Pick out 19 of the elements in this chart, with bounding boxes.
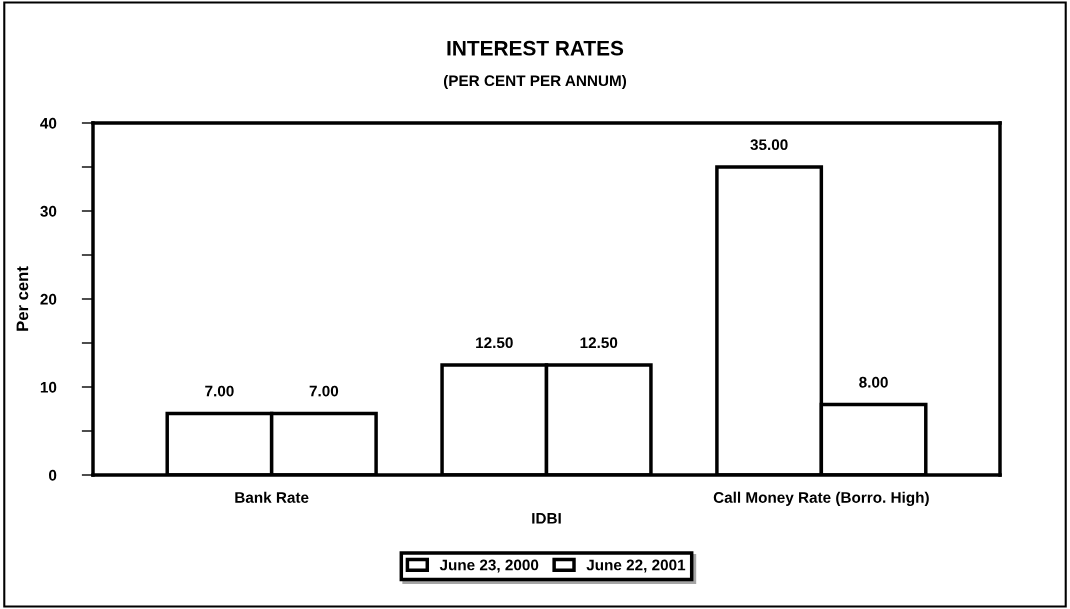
data-label: 7.00 [309, 385, 339, 397]
data-label: 12.50 [580, 337, 618, 349]
x-tick-label: Bank Rate [235, 491, 309, 503]
x-tick-label: IDBI [532, 513, 561, 524]
legend-label: June 23, 2000 [439, 559, 539, 573]
chart-title: INTEREST RATES [447, 40, 624, 56]
y-tick-label: 20 [40, 293, 57, 305]
data-label: 35.00 [750, 139, 788, 151]
x-tick-label: Call Money Rate (Borro. High) [713, 491, 929, 506]
data-label: 12.50 [476, 337, 513, 349]
legend-label: June 22, 2001 [586, 559, 686, 573]
chart-subtitle: (PER CENT PER ANNUM) [443, 74, 627, 90]
y-tick-label: 30 [40, 205, 57, 217]
y-tick-label: 0 [49, 469, 57, 481]
y-axis-title: Per cent [16, 266, 29, 331]
y-tick-label: 40 [40, 117, 57, 129]
y-tick-label: 10 [40, 381, 57, 393]
data-label: 7.00 [205, 385, 234, 397]
data-label: 8.00 [859, 376, 888, 388]
